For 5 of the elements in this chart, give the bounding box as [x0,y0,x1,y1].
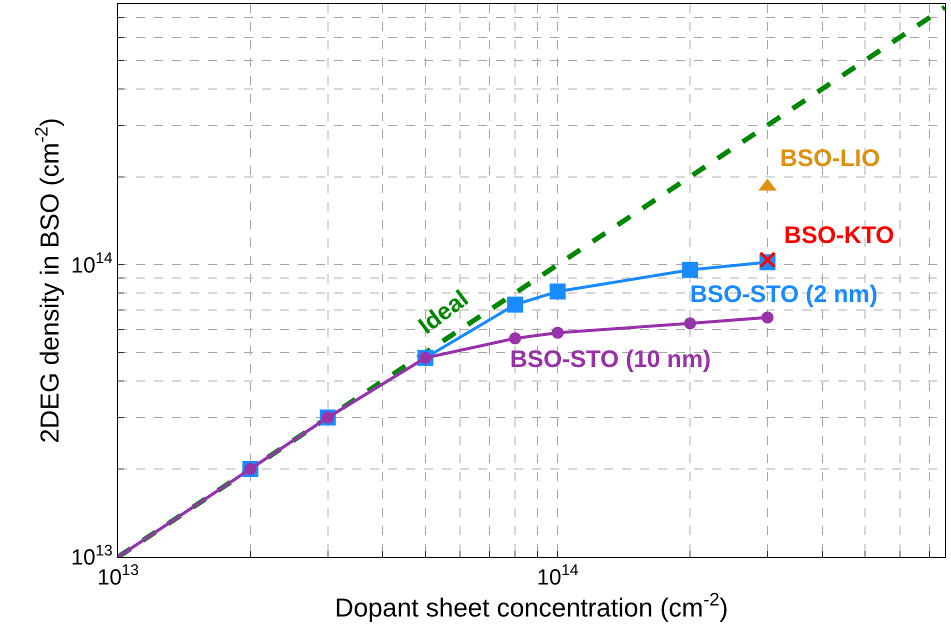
series-label: BSO-STO (10 nm) [510,346,711,373]
series-label: BSO-KTO [784,222,894,249]
series-label: BSO-LIO [780,145,880,172]
x-axis-title: Dopant sheet concentration (cm$^{-2}$) [334,589,728,622]
series-label: BSO-STO (2 nm) [690,281,878,308]
